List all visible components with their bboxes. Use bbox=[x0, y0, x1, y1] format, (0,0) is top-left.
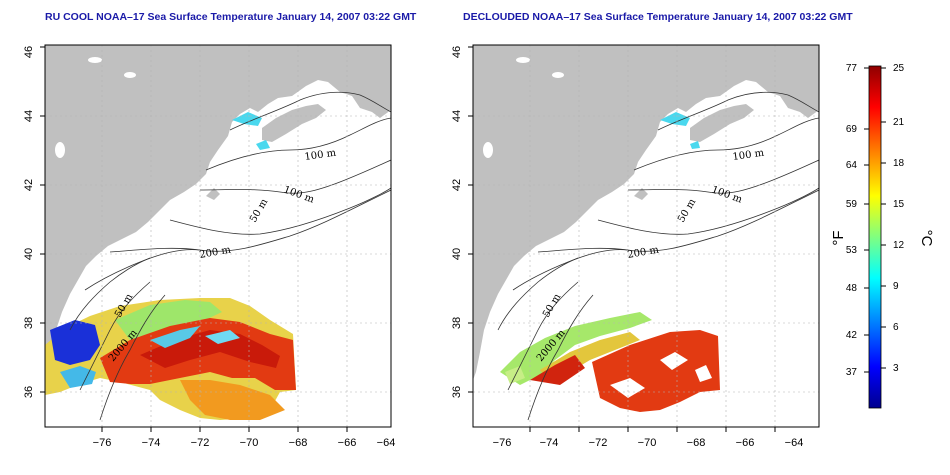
x-tick-label: −76 bbox=[93, 437, 112, 449]
x-tick-label: −64 bbox=[785, 437, 804, 449]
celsius-tick: 21 bbox=[893, 117, 905, 128]
fahrenheit-tick: 37 bbox=[846, 367, 858, 378]
y-tick-label: 44 bbox=[451, 110, 463, 122]
x-tick-label: −76 bbox=[493, 437, 512, 449]
contour-label-100m-a: 100 m bbox=[732, 148, 765, 163]
left-map-frame bbox=[44, 44, 392, 428]
left-y-axis: 36 38 40 42 44 46 bbox=[23, 46, 45, 398]
celsius-tick: 3 bbox=[893, 363, 899, 374]
celsius-tick: 25 bbox=[893, 63, 905, 74]
y-tick-label: 36 bbox=[451, 386, 463, 398]
right-map-panel: 100 m 100 m 50 m 200 m 50 m 2000 m bbox=[472, 44, 820, 428]
x-tick-label: −72 bbox=[191, 437, 210, 449]
y-tick-label: 38 bbox=[451, 317, 463, 329]
left-panel-title: RU COOL NOAA–17 Sea Surface Temperature … bbox=[45, 11, 417, 23]
y-tick-label: 38 bbox=[23, 317, 35, 329]
x-tick-label: −70 bbox=[638, 437, 657, 449]
y-tick-label: 40 bbox=[23, 248, 35, 260]
right-x-axis: −76 −74 −72 −70 −68 −66 −64 bbox=[493, 427, 804, 449]
y-tick-label: 36 bbox=[23, 386, 35, 398]
y-tick-label: 42 bbox=[451, 179, 463, 191]
right-map-frame bbox=[472, 44, 820, 428]
colorbar: 77 69 64 59 53 48 42 37 25 21 18 15 12 9… bbox=[830, 63, 935, 409]
x-tick-label: −72 bbox=[589, 437, 608, 449]
celsius-tick: 18 bbox=[893, 158, 905, 169]
x-tick-label: −66 bbox=[338, 437, 357, 449]
x-tick-label: −70 bbox=[240, 437, 259, 449]
fahrenheit-tick: 42 bbox=[846, 330, 858, 341]
lat-lon-grid bbox=[473, 45, 819, 427]
land-mass bbox=[45, 45, 391, 380]
fahrenheit-tick: 64 bbox=[846, 160, 858, 171]
celsius-tick: 15 bbox=[893, 199, 905, 210]
bathymetry-contours bbox=[497, 91, 819, 421]
right-y-axis: 36 38 40 42 44 46 bbox=[451, 46, 473, 398]
fahrenheit-unit-label: °F bbox=[830, 230, 847, 245]
nova-scotia bbox=[690, 104, 754, 142]
y-tick-label: 46 bbox=[23, 46, 35, 58]
fahrenheit-tick: 77 bbox=[846, 63, 858, 74]
lat-lon-grid bbox=[45, 45, 391, 427]
y-tick-label: 40 bbox=[451, 248, 463, 260]
x-tick-label: −68 bbox=[289, 437, 308, 449]
bathymetry-contours bbox=[69, 91, 391, 421]
cape-cod bbox=[206, 188, 220, 200]
nova-scotia bbox=[262, 104, 326, 142]
x-tick-label: −68 bbox=[687, 437, 706, 449]
y-tick-label: 44 bbox=[23, 110, 35, 122]
fahrenheit-tick: 53 bbox=[846, 245, 858, 256]
fahrenheit-tick: 69 bbox=[846, 124, 858, 135]
celsius-tick: 12 bbox=[893, 240, 905, 251]
sst-data bbox=[45, 112, 296, 420]
celsius-tick: 9 bbox=[893, 281, 899, 292]
cape-cod bbox=[634, 188, 648, 200]
colorbar-gradient bbox=[868, 65, 882, 409]
celsius-unit-label: °C bbox=[918, 230, 935, 247]
y-tick-label: 42 bbox=[23, 179, 35, 191]
land-mass bbox=[473, 45, 819, 380]
left-x-axis: −76 −74 −72 −70 −68 −66 −64 bbox=[93, 427, 396, 449]
right-panel-title: DECLOUDED NOAA–17 Sea Surface Temperatur… bbox=[463, 11, 853, 23]
fahrenheit-tick: 48 bbox=[846, 283, 858, 294]
fahrenheit-tick: 59 bbox=[846, 199, 858, 210]
x-tick-label: −66 bbox=[736, 437, 755, 449]
y-tick-label: 46 bbox=[451, 46, 463, 58]
sst-data bbox=[500, 112, 720, 412]
celsius-tick: 6 bbox=[893, 322, 899, 333]
x-tick-label: −74 bbox=[142, 437, 161, 449]
x-tick-label: −64 bbox=[377, 437, 396, 449]
x-tick-label: −74 bbox=[540, 437, 559, 449]
left-map-panel: 100 m 100 m 50 m 200 m 50 m 2000 m bbox=[44, 44, 392, 428]
contour-label-100m-a: 100 m bbox=[304, 148, 337, 163]
